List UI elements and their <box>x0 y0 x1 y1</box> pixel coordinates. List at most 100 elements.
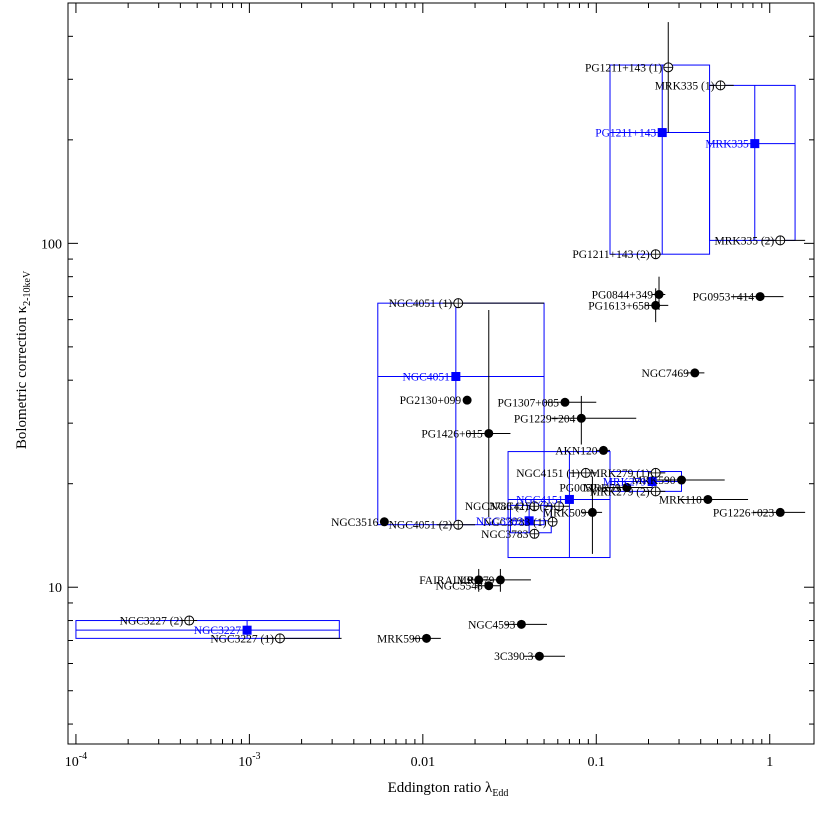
point-label: NGC3783 (1) <box>483 517 547 529</box>
x-axis-title: Eddington ratio λEdd <box>388 780 509 799</box>
summary-box <box>709 84 796 241</box>
square-marker <box>657 128 667 138</box>
y-axis-title: Bolometric correction κ2-10keV <box>14 270 33 449</box>
summary-box <box>75 620 340 639</box>
point-label: MRK279 <box>603 476 647 488</box>
point-label: NGC4051 (2) <box>389 520 453 532</box>
point-label: PG1211+143 (1) <box>585 62 662 74</box>
point-label: PG1613+658 <box>588 300 650 312</box>
point-label: PG1211+143 (2) <box>572 249 649 261</box>
point-label: AKN120 <box>555 445 597 457</box>
point-label: MRK335 <box>705 139 749 151</box>
tick-exponent: -4 <box>79 751 87 762</box>
point-labels: PG0844+349 PG0953+414 PG1613+658 NGC7469 PG2… <box>120 62 775 663</box>
summary-box <box>507 451 611 559</box>
x-tick-label: 10-3 <box>238 751 260 770</box>
y-axis-title-sub: 2-10keV <box>22 270 33 306</box>
filled-circle-marker <box>534 651 544 661</box>
summary-boxes <box>75 64 796 639</box>
filled-circle-marker <box>587 507 597 517</box>
filled-circle-marker <box>622 482 632 492</box>
point-label: NGC3227 (1) <box>210 633 274 645</box>
point-label: NGC4051 <box>403 372 451 384</box>
point-label: NGC3227 (2) <box>120 616 184 628</box>
point-label: PG1226+023 <box>713 507 775 519</box>
filled-circle-marker <box>651 300 661 310</box>
point-label: NGC4151 (1) <box>516 468 580 480</box>
y-tick-label: 10 <box>48 581 62 596</box>
filled-circle-marker <box>474 575 484 585</box>
point-label: NGC5548 <box>435 581 483 593</box>
point-label: PG0844+349 <box>592 290 654 302</box>
point-label: MRK79 <box>583 482 621 494</box>
point-label: PG1426+015 <box>421 428 483 440</box>
plot-frame <box>67 2 815 745</box>
point-label: PG1211+143 <box>595 128 656 140</box>
axis-ticks <box>67 2 814 744</box>
tick-base: 10 <box>65 755 79 770</box>
square-marker <box>564 494 574 504</box>
square-marker <box>451 372 461 382</box>
filled-circle-marker <box>484 428 494 438</box>
point-label: NGC3783 <box>476 516 524 528</box>
filled-circle-marker <box>677 475 687 485</box>
filled-circle-marker <box>495 575 505 585</box>
summary-box <box>609 64 711 255</box>
point-label: MRK110 <box>659 494 702 506</box>
filled-circle-marker <box>654 290 664 300</box>
point-label: MRK335 (2) <box>715 235 775 247</box>
point-label: PG0953+414 <box>693 292 755 304</box>
point-label: FAIRALL9 <box>419 575 473 587</box>
point-label: MRK509 <box>543 507 587 519</box>
point-label: MRK590 <box>632 475 676 487</box>
point-label: NGC4051 (1) <box>389 298 453 310</box>
tick-exponent: -3 <box>252 751 260 762</box>
filled-circle-marker <box>462 395 472 405</box>
square-marker <box>750 139 760 149</box>
point-label: NGC3783 (2) <box>465 501 529 513</box>
point-label: MRK279 (2) <box>590 486 650 498</box>
point-label: MRK335 (1) <box>655 80 715 92</box>
point-label: NGC4151 <box>516 494 564 506</box>
filled-circle-marker <box>598 445 608 455</box>
filled-circle-marker <box>560 397 570 407</box>
point-label: PG1229+204 <box>514 413 576 425</box>
x-tick-label: 0.1 <box>588 755 606 770</box>
point-label: MRK590 <box>377 633 421 645</box>
x-tick-label: 1 <box>766 755 773 770</box>
square-marker <box>242 625 252 635</box>
x-axis-title-sub: Edd <box>492 788 508 799</box>
point-label: PG2130+099 <box>400 395 462 407</box>
data-markers <box>184 62 786 661</box>
error-bars <box>180 22 806 657</box>
x-axis-title-main: Eddington ratio λ <box>388 780 493 796</box>
filled-circle-marker <box>379 517 389 527</box>
filled-circle-marker <box>690 368 700 378</box>
point-label: PG1307+085 <box>498 397 560 409</box>
x-tick-label: 0.01 <box>411 755 436 770</box>
filled-circle-marker <box>775 507 785 517</box>
point-label: 3C390.3 <box>494 651 534 663</box>
point-label: NGC3227 <box>194 625 242 637</box>
filled-circle-marker <box>576 413 586 423</box>
filled-circle-marker <box>755 292 765 302</box>
x-tick-label: 10-4 <box>65 751 87 770</box>
point-label: NGC4151 (2) <box>489 501 553 513</box>
point-label: NGC3516 <box>331 517 379 529</box>
point-label: NGC3783 <box>481 529 529 541</box>
point-label: NGC7469 <box>642 368 690 380</box>
y-tick-label: 100 <box>41 237 62 252</box>
point-label: NGC4593 <box>468 619 516 631</box>
square-marker <box>647 476 657 486</box>
point-label: MRK279 (1) <box>590 468 650 480</box>
tick-base: 10 <box>238 755 252 770</box>
filled-circle-marker <box>703 494 713 504</box>
y-axis-title-main: Bolometric correction κ <box>14 305 30 449</box>
filled-circle-marker <box>422 633 432 643</box>
filled-circle-marker <box>516 619 526 629</box>
filled-circle-marker <box>484 581 494 591</box>
point-label: PG0052+251 <box>559 482 621 494</box>
point-label: MRK79 <box>457 575 495 587</box>
